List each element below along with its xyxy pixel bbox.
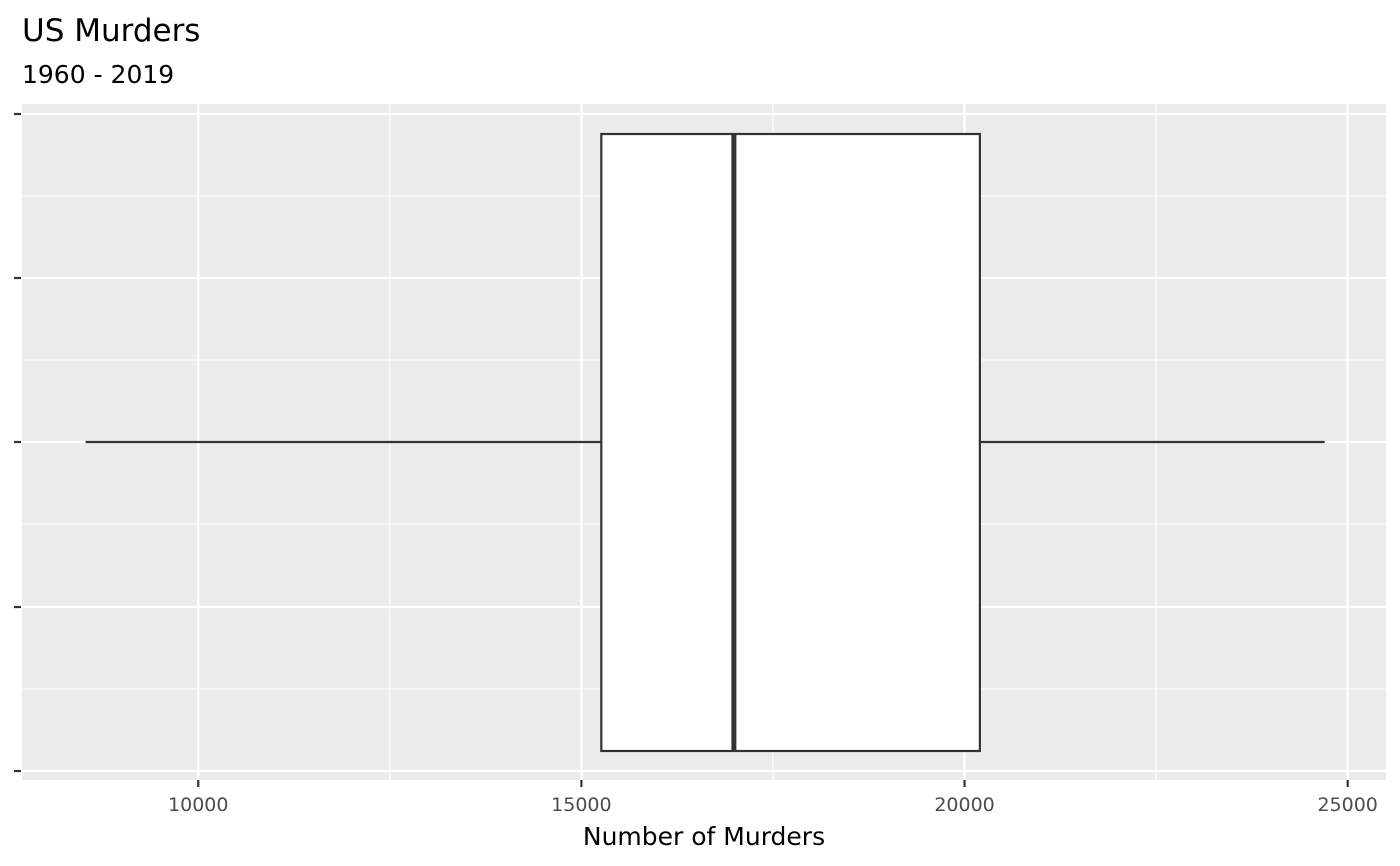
x-axis-title: Number of Murders [583,822,825,851]
x-axis-tick-labels: 10000 15000 20000 25000 [168,794,1378,816]
x-axis-ticks [197,780,1349,787]
y-axis-ticks [14,112,21,773]
chart-subtitle: 1960 - 2019 [22,60,174,89]
interquartile-box [600,132,981,753]
boxplot [85,132,1325,753]
x-tick-label: 25000 [1317,794,1377,816]
x-tick-label: 10000 [168,794,228,816]
chart-title: US Murders [22,13,200,49]
x-tick-label: 15000 [551,794,611,816]
x-tick-label: 20000 [934,794,994,816]
